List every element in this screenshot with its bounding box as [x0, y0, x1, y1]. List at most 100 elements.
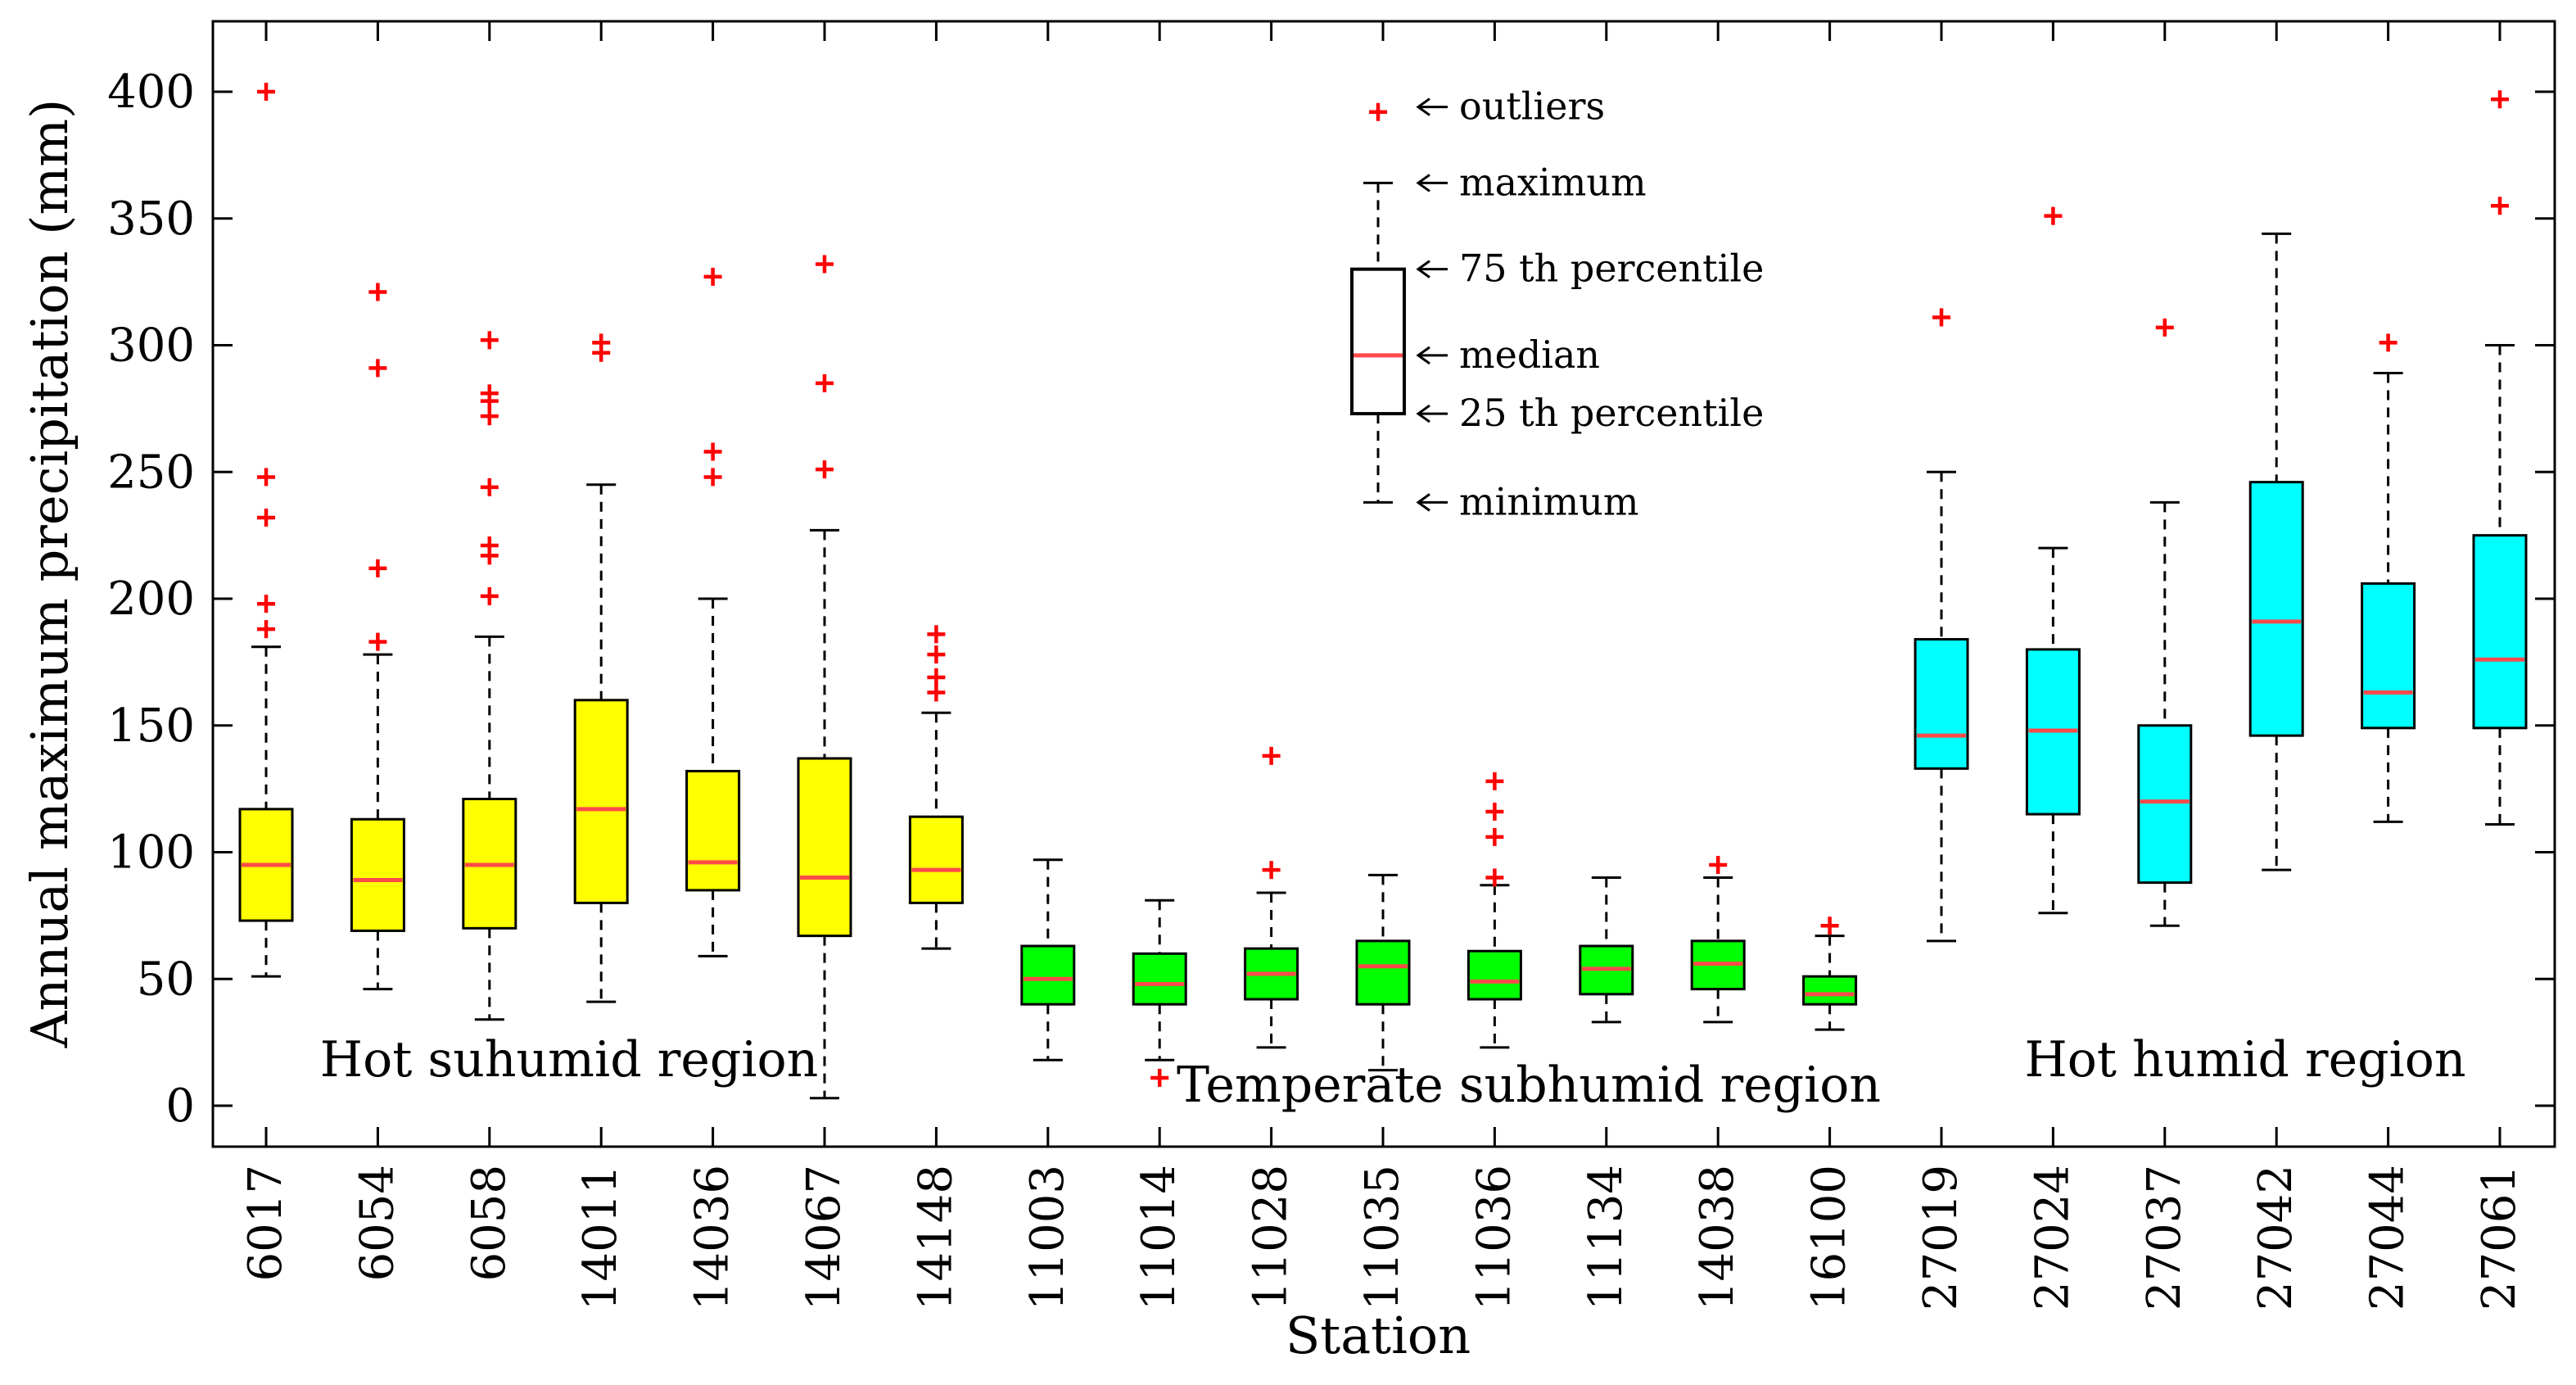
legend-arrow-head: [1416, 260, 1430, 278]
iqr-box: [1020, 944, 1076, 1006]
region-label-2: Temperate subhumid region: [1177, 1057, 1881, 1114]
legend-entry-median: median: [1416, 333, 1600, 377]
x-tick-label: 14011: [574, 1165, 627, 1310]
legend-entry-q3: 75 th percentile: [1416, 247, 1764, 291]
box-27037: [2137, 318, 2193, 927]
box-14011: [573, 333, 629, 1003]
y-tick-label: 100: [107, 826, 195, 880]
box-11028: [1244, 746, 1299, 1049]
outlier-marker: [368, 283, 387, 301]
legend-arrow-head: [1416, 97, 1430, 116]
legend-entry-q1: 25 th percentile: [1416, 391, 1764, 435]
y-axis: 0 50 100 150 200 250 300 350 400: [107, 66, 2555, 1133]
legend-label: 25 th percentile: [1459, 391, 1764, 435]
legend-box: [1350, 267, 1406, 416]
box-14148: [908, 625, 964, 950]
outlier-marker: [257, 468, 275, 487]
outlier-marker: [703, 442, 722, 461]
outlier-marker: [2155, 318, 2174, 337]
x-tick-label: 27037: [2138, 1165, 2191, 1310]
iqr-box: [797, 757, 852, 938]
outlier-marker: [592, 333, 611, 352]
outlier-marker: [703, 267, 722, 286]
x-tick-label: 11014: [1132, 1165, 1186, 1310]
box-27061: [2472, 90, 2528, 826]
iqr-box: [2472, 534, 2528, 730]
x-axis: 6017 6054 6058 14011 14036 14067 14148 11003 110…: [239, 21, 2526, 1310]
outlier-marker: [1262, 861, 1281, 880]
region-label-3: Hot humid region: [2024, 1031, 2465, 1089]
x-tick-label: 27044: [2361, 1165, 2415, 1310]
outlier-marker: [2491, 197, 2509, 215]
x-tick-label: 16100: [1803, 1165, 1856, 1310]
outlier-marker: [368, 632, 387, 651]
outlier-marker: [927, 625, 946, 644]
box-27044: [2361, 333, 2416, 823]
x-tick-label: 14038: [1691, 1165, 1744, 1310]
outlier-marker: [816, 460, 834, 479]
x-tick-label: 27061: [2473, 1165, 2526, 1310]
legend-arrow-head: [1416, 404, 1430, 423]
box-14038: [1690, 855, 1746, 1024]
x-axis-label: Station: [1286, 1306, 1471, 1365]
outlier-marker: [927, 645, 946, 664]
outlier-marker: [816, 255, 834, 274]
outlier-marker: [2491, 90, 2509, 109]
iqr-box: [1467, 949, 1522, 1001]
x-tick-label: 14067: [798, 1165, 851, 1310]
outlier-marker: [480, 407, 499, 426]
box-6058: [462, 331, 517, 1021]
outlier-marker: [368, 359, 387, 378]
outlier-marker: [480, 384, 499, 403]
iqr-box: [908, 815, 964, 904]
box-11003: [1020, 858, 1076, 1061]
y-tick-label: 400: [107, 66, 195, 119]
x-tick-label: 6017: [239, 1165, 292, 1282]
y-tick-label: 350: [107, 192, 195, 246]
legend-label: 75 th percentile: [1459, 247, 1764, 291]
outlier-marker: [927, 668, 946, 686]
outlier-marker: [257, 620, 275, 639]
box-11035: [1355, 873, 1411, 1072]
iqr-box: [2248, 481, 2304, 737]
box-11014: [1132, 898, 1187, 1087]
outlier-marker: [1485, 868, 1504, 887]
box-11134: [1579, 876, 1634, 1024]
outlier-marker: [1709, 855, 1728, 874]
iqr-box: [1914, 638, 1969, 770]
legend-arrow-head: [1416, 493, 1430, 512]
iqr-box: [1802, 975, 1858, 1006]
legend-label: median: [1459, 333, 1600, 377]
x-tick-label: 27042: [2249, 1165, 2303, 1310]
legend-label: maximum: [1459, 160, 1647, 204]
iqr-box: [1132, 952, 1187, 1006]
box-legend: outliers maximum 75 th percentile median 25 …: [1350, 84, 1764, 523]
legend-arrow-head: [1416, 346, 1430, 365]
outlier-marker: [1150, 1068, 1169, 1087]
box-27019: [1914, 308, 1969, 943]
outlier-marker: [368, 559, 387, 577]
y-tick-label: 50: [137, 953, 195, 1006]
legend-entry-minimum: minimum: [1416, 479, 1639, 523]
outlier-marker: [480, 331, 499, 350]
x-tick-label: 27019: [1914, 1165, 1968, 1310]
box-6054: [350, 283, 405, 991]
box-6017: [238, 83, 294, 978]
outlier-marker: [480, 536, 499, 555]
x-tick-label: 11035: [1356, 1165, 1409, 1310]
outlier-marker: [2379, 333, 2397, 352]
x-tick-label: 6058: [463, 1165, 516, 1282]
outlier-marker: [1262, 746, 1281, 765]
x-tick-label: 11134: [1579, 1165, 1633, 1310]
region-labels: Hot suhumid region Temperate subhumid reg…: [320, 1031, 2466, 1114]
x-tick-label: 14036: [686, 1165, 739, 1310]
outlier-marker: [1485, 802, 1504, 821]
box-14067: [797, 255, 852, 1100]
iqr-box: [685, 769, 741, 892]
x-tick-label: 6054: [350, 1165, 404, 1282]
box-11036: [1467, 772, 1522, 1049]
region-label-1: Hot suhumid region: [320, 1031, 818, 1089]
legend-label: minimum: [1459, 479, 1639, 523]
x-tick-label: 11036: [1467, 1165, 1521, 1310]
